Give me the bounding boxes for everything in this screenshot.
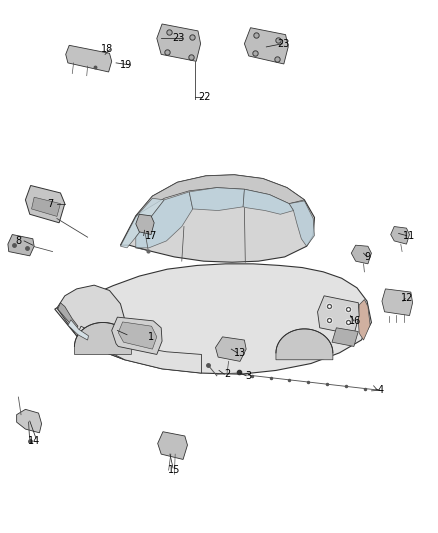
Polygon shape bbox=[8, 235, 34, 256]
Polygon shape bbox=[77, 326, 201, 373]
Polygon shape bbox=[289, 201, 314, 246]
Polygon shape bbox=[112, 317, 162, 354]
Text: 12: 12 bbox=[401, 294, 413, 303]
Text: 16: 16 bbox=[349, 316, 361, 326]
Polygon shape bbox=[17, 409, 42, 433]
Polygon shape bbox=[158, 432, 187, 459]
Polygon shape bbox=[243, 189, 293, 214]
Polygon shape bbox=[74, 322, 131, 354]
Polygon shape bbox=[58, 303, 78, 330]
Text: 19: 19 bbox=[120, 60, 132, 70]
Polygon shape bbox=[120, 175, 314, 262]
Polygon shape bbox=[318, 296, 359, 335]
Text: 13: 13 bbox=[234, 348, 246, 358]
Polygon shape bbox=[136, 192, 193, 248]
Text: 4: 4 bbox=[378, 385, 384, 395]
Text: 11: 11 bbox=[403, 231, 416, 240]
Text: 23: 23 bbox=[278, 39, 290, 49]
Polygon shape bbox=[332, 328, 358, 346]
Text: 17: 17 bbox=[145, 231, 157, 240]
Polygon shape bbox=[157, 24, 201, 61]
Text: 22: 22 bbox=[199, 92, 211, 102]
Polygon shape bbox=[351, 245, 371, 264]
Text: 2: 2 bbox=[224, 369, 230, 379]
Polygon shape bbox=[66, 45, 112, 72]
Text: 18: 18 bbox=[101, 44, 113, 54]
Polygon shape bbox=[358, 300, 370, 340]
Polygon shape bbox=[120, 198, 164, 248]
Text: 7: 7 bbox=[47, 199, 53, 208]
Polygon shape bbox=[68, 320, 88, 340]
Polygon shape bbox=[57, 285, 127, 360]
Polygon shape bbox=[118, 322, 157, 349]
Polygon shape bbox=[136, 214, 154, 235]
Text: 3: 3 bbox=[246, 371, 252, 381]
Polygon shape bbox=[32, 197, 60, 216]
Polygon shape bbox=[244, 28, 288, 64]
Polygon shape bbox=[276, 329, 333, 360]
Polygon shape bbox=[55, 264, 371, 374]
Polygon shape bbox=[391, 227, 410, 244]
Text: 8: 8 bbox=[15, 236, 21, 246]
Text: 1: 1 bbox=[148, 332, 154, 342]
Text: 23: 23 bbox=[173, 34, 185, 43]
Polygon shape bbox=[189, 188, 244, 211]
Text: 14: 14 bbox=[28, 437, 40, 446]
Polygon shape bbox=[382, 289, 413, 316]
Polygon shape bbox=[136, 175, 304, 216]
Polygon shape bbox=[25, 185, 65, 223]
Polygon shape bbox=[215, 337, 246, 361]
Text: 15: 15 bbox=[168, 465, 180, 475]
Text: 9: 9 bbox=[365, 252, 371, 262]
